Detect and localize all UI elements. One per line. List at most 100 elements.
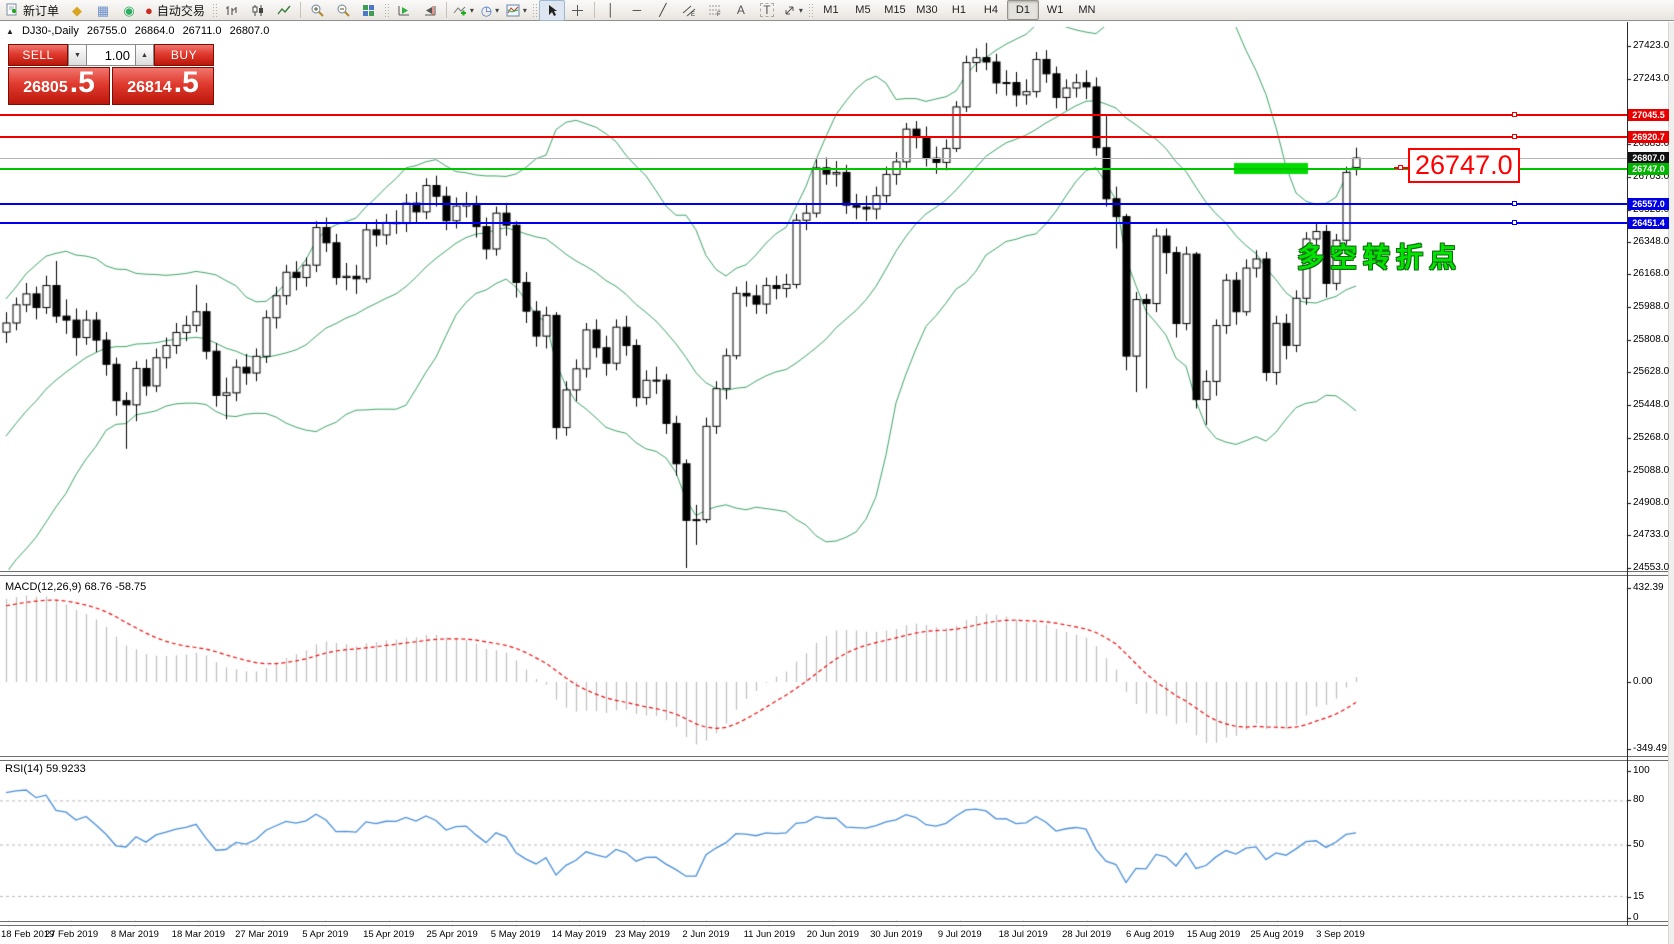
volume-increase-button[interactable]: ▲ bbox=[135, 44, 154, 66]
timeframe-button-W1[interactable]: W1 bbox=[1046, 4, 1064, 16]
resistance-line-1-handle[interactable] bbox=[1512, 111, 1517, 117]
support-line-1[interactable] bbox=[0, 202, 1627, 205]
vertical-line-button[interactable]: │ bbox=[598, 0, 624, 21]
toolbar-grip bbox=[807, 2, 813, 18]
new-order-button[interactable]: 新订单 bbox=[2, 0, 64, 21]
buy-button[interactable]: BUY bbox=[154, 44, 214, 66]
collapse-icon[interactable]: ▲ bbox=[6, 27, 14, 36]
candlestick-chart-button[interactable] bbox=[245, 0, 271, 21]
bar-chart-button[interactable] bbox=[219, 0, 245, 21]
timeframe-button-M1[interactable]: M1 bbox=[823, 4, 839, 16]
rsi-indicator-label: RSI(14) 59.9233 bbox=[5, 763, 86, 775]
price-axis-tick: 26703.0 bbox=[1633, 170, 1670, 182]
current-price-line-tag: 26807.0 bbox=[1628, 152, 1669, 165]
strategy-tester-button[interactable]: ◉ bbox=[116, 0, 142, 21]
date-axis-label: 23 May 2019 bbox=[615, 929, 670, 940]
dropdown-arrow-icon: ▾ bbox=[495, 5, 500, 15]
line-chart-button[interactable] bbox=[271, 0, 297, 21]
timeframe-button-MN[interactable]: MN bbox=[1078, 4, 1096, 16]
autotrading-button[interactable]: ● 自动交易 bbox=[142, 0, 210, 21]
date-axis-label: 14 May 2019 bbox=[551, 929, 607, 940]
pivot-line-tag: 26747.0 bbox=[1628, 162, 1669, 175]
equidistant-channel-button[interactable]: E bbox=[676, 0, 702, 21]
date-axis-label: 15 Aug 2019 bbox=[1186, 929, 1241, 940]
price-callout-label[interactable]: 26747.0 bbox=[1408, 148, 1520, 183]
auto-scroll-button[interactable] bbox=[391, 0, 417, 21]
crosshair-button[interactable] bbox=[565, 0, 591, 21]
tile-windows-icon bbox=[363, 4, 375, 16]
periods-button[interactable]: ◷ ▾ bbox=[477, 0, 503, 21]
toolbar-separator bbox=[445, 2, 447, 18]
data-window-button[interactable]: ▦ bbox=[90, 0, 116, 21]
timeframe-button-M5[interactable]: M5 bbox=[855, 4, 871, 16]
trendline-button[interactable]: ╱ bbox=[650, 0, 676, 21]
macd-axis-tick: -349.49 bbox=[1633, 743, 1667, 754]
sell-price-button[interactable]: 26805 .5 bbox=[8, 67, 110, 105]
buy-price-button[interactable]: 26814 .5 bbox=[112, 67, 214, 105]
pivot-line[interactable] bbox=[0, 167, 1627, 170]
ohlc-close: 26807.0 bbox=[229, 25, 270, 37]
price-axis-tick: 24733.0 bbox=[1633, 529, 1670, 541]
templates-button[interactable]: ▾ bbox=[503, 0, 530, 21]
toolbar-separator bbox=[299, 2, 301, 18]
resistance-line-2[interactable] bbox=[0, 136, 1627, 139]
rsi-axis-tick: 100 bbox=[1633, 765, 1650, 776]
ohlc-high: 26864.0 bbox=[134, 25, 175, 37]
main-toolbar: 新订单 ◆ ▦ ◉ ● 自动交易 ▾ ◷ ▾ ▾ │ ─ ╱ E F A T ▾ … bbox=[0, 0, 1674, 21]
one-click-trade-panel: SELL ▼ 1.00 ▲ BUY 26805 .5 26814 .5 bbox=[8, 44, 214, 105]
timeframe-button-H1[interactable]: H1 bbox=[951, 4, 966, 16]
horizontal-line-button[interactable]: ─ bbox=[624, 0, 650, 21]
autotrading-label: 自动交易 bbox=[156, 3, 205, 18]
crosshair-icon bbox=[572, 4, 584, 16]
sell-button[interactable]: SELL bbox=[8, 44, 68, 66]
indicators-icon bbox=[453, 6, 466, 15]
indicators-button[interactable]: ▾ bbox=[450, 0, 477, 21]
panel-separator-main-macd[interactable] bbox=[0, 571, 1674, 576]
strategy-tester-icon: ◉ bbox=[123, 2, 135, 18]
arrows-button[interactable]: ▾ bbox=[780, 0, 806, 21]
dropdown-arrow-icon: ▾ bbox=[798, 5, 803, 15]
date-axis-label: 30 Jun 2019 bbox=[870, 929, 923, 940]
callout-anchor-handle[interactable] bbox=[1398, 165, 1403, 170]
panel-separator-macd-rsi[interactable] bbox=[0, 756, 1674, 761]
date-axis-label: 2 Jun 2019 bbox=[682, 929, 730, 940]
timeframe-group: M1 M5 M15 M30 H1 H4 D1 W1 MN bbox=[815, 0, 1103, 20]
resistance-line-2-handle[interactable] bbox=[1512, 134, 1517, 140]
chinese-note-label[interactable]: 多空转折点 bbox=[1297, 243, 1462, 273]
cursor-icon bbox=[548, 4, 557, 16]
date-axis-label: 27 Mar 2019 bbox=[235, 929, 289, 940]
timeframe-button-D1[interactable]: D1 bbox=[1006, 0, 1039, 20]
market-watch-button[interactable]: ◆ bbox=[64, 0, 90, 21]
current-price-line[interactable] bbox=[0, 157, 1627, 159]
market-watch-icon: ◆ bbox=[72, 2, 83, 18]
price-axis-tick: 25088.0 bbox=[1633, 464, 1670, 476]
price-axis-tick: 26348.0 bbox=[1633, 235, 1670, 247]
tile-windows-button[interactable] bbox=[356, 0, 382, 21]
support-line-2-handle[interactable] bbox=[1512, 219, 1517, 225]
volume-decrease-button[interactable]: ▼ bbox=[68, 44, 87, 66]
volume-input[interactable]: 1.00 bbox=[87, 44, 135, 66]
date-axis-label: 9 Jul 2019 bbox=[937, 929, 982, 940]
resistance-line-1[interactable] bbox=[0, 113, 1627, 116]
chart-shift-button[interactable] bbox=[417, 0, 443, 21]
text-tool-button[interactable]: A bbox=[728, 0, 754, 21]
date-axis-label: 15 Apr 2019 bbox=[363, 929, 415, 940]
zoom-in-button[interactable] bbox=[304, 0, 330, 21]
clock-icon: ◷ bbox=[480, 2, 493, 18]
autotrading-icon: ● bbox=[145, 2, 153, 18]
sell-price-fraction: .5 bbox=[69, 66, 95, 99]
cursor-button[interactable] bbox=[538, 0, 565, 21]
timeframe-button-M30[interactable]: M30 bbox=[916, 4, 938, 16]
timeframe-button-H4[interactable]: H4 bbox=[983, 4, 998, 16]
text-label-button[interactable]: T bbox=[754, 0, 780, 21]
fibonacci-button[interactable]: F bbox=[702, 0, 728, 21]
support-line-1-handle[interactable] bbox=[1512, 200, 1517, 206]
zoom-out-button[interactable] bbox=[330, 0, 356, 21]
date-axis-label: 25 Apr 2019 bbox=[426, 929, 478, 940]
timeframe-button-M15[interactable]: M15 bbox=[884, 4, 906, 16]
price-axis-tick: 27423.0 bbox=[1633, 40, 1670, 51]
price-axis-tick: 26883.0 bbox=[1633, 138, 1670, 150]
date-axis-label: 5 May 2019 bbox=[490, 929, 541, 940]
support-line-2[interactable] bbox=[0, 221, 1627, 224]
